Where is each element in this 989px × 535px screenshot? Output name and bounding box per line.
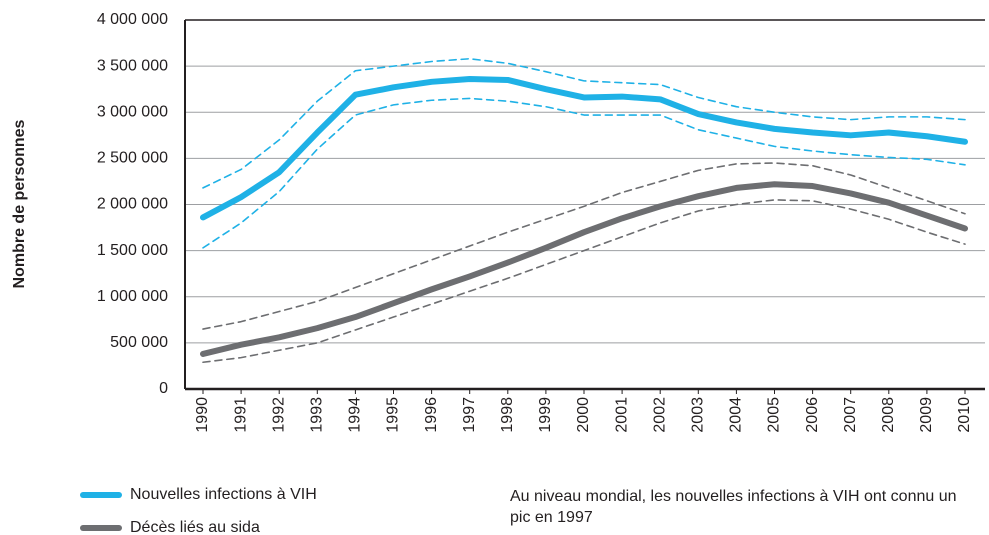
legend-label: Décès liés au sida — [130, 519, 260, 535]
y-tick-label: 2 500 000 — [97, 150, 168, 167]
x-tick-label: 1992 — [270, 397, 287, 433]
legend-swatch — [80, 492, 122, 498]
x-tick-label: 2002 — [651, 397, 668, 433]
y-tick-label: 1 500 000 — [97, 242, 168, 259]
x-tick-label: 2003 — [690, 397, 707, 433]
y-tick-label: 4 000 000 — [97, 11, 168, 28]
x-tick-label: 2000 — [575, 397, 592, 433]
bound-line — [202, 57, 966, 189]
x-tick-label: 1990 — [194, 397, 211, 433]
x-tick-label: 1998 — [499, 397, 516, 433]
x-tick-label: 2007 — [842, 397, 859, 433]
x-tick-label: 1996 — [423, 397, 440, 433]
x-tick-label: 1994 — [347, 397, 364, 433]
bound-line — [202, 162, 966, 330]
legend-item: Nouvelles infections à VIH — [80, 486, 317, 504]
y-tick-label: 1 000 000 — [97, 288, 168, 305]
bound-line — [202, 199, 966, 364]
x-tick-label: 1993 — [309, 397, 326, 433]
x-tick-label: 2010 — [956, 397, 973, 433]
y-tick-label: 500 000 — [110, 334, 168, 351]
series-line — [200, 181, 968, 357]
x-tick-label: 2008 — [880, 397, 897, 433]
x-tick-label: 2004 — [728, 397, 745, 433]
legend-swatch — [80, 525, 122, 531]
annotation: Au niveau mondial, les nouvelles infecti… — [510, 488, 957, 526]
y-tick-label: 3 500 000 — [97, 57, 168, 74]
x-tick-label: 2006 — [804, 397, 821, 433]
x-tick-label: 1991 — [232, 397, 249, 433]
x-tick-label: 2009 — [918, 397, 935, 433]
series-line — [200, 76, 968, 221]
x-tick-label: 1995 — [385, 397, 402, 433]
x-tick-label: 2005 — [766, 397, 783, 433]
legend-item: Décès liés au sida — [80, 519, 260, 535]
x-tick-label: 1999 — [537, 397, 554, 433]
y-tick-label: 3 000 000 — [97, 103, 168, 120]
y-tick-label: 0 — [159, 380, 168, 397]
chart: Nombre de personnes 0 500 000 1 000 000 1 5… — [11, 11, 985, 433]
y-axis-label: Nombre de personnes — [11, 119, 28, 288]
x-tick-label: 1997 — [461, 397, 478, 433]
legend-label: Nouvelles infections à VIH — [130, 486, 317, 503]
x-tick-label: 2001 — [613, 397, 630, 433]
y-tick-label: 2 000 000 — [97, 196, 168, 213]
bound-line — [202, 97, 966, 249]
